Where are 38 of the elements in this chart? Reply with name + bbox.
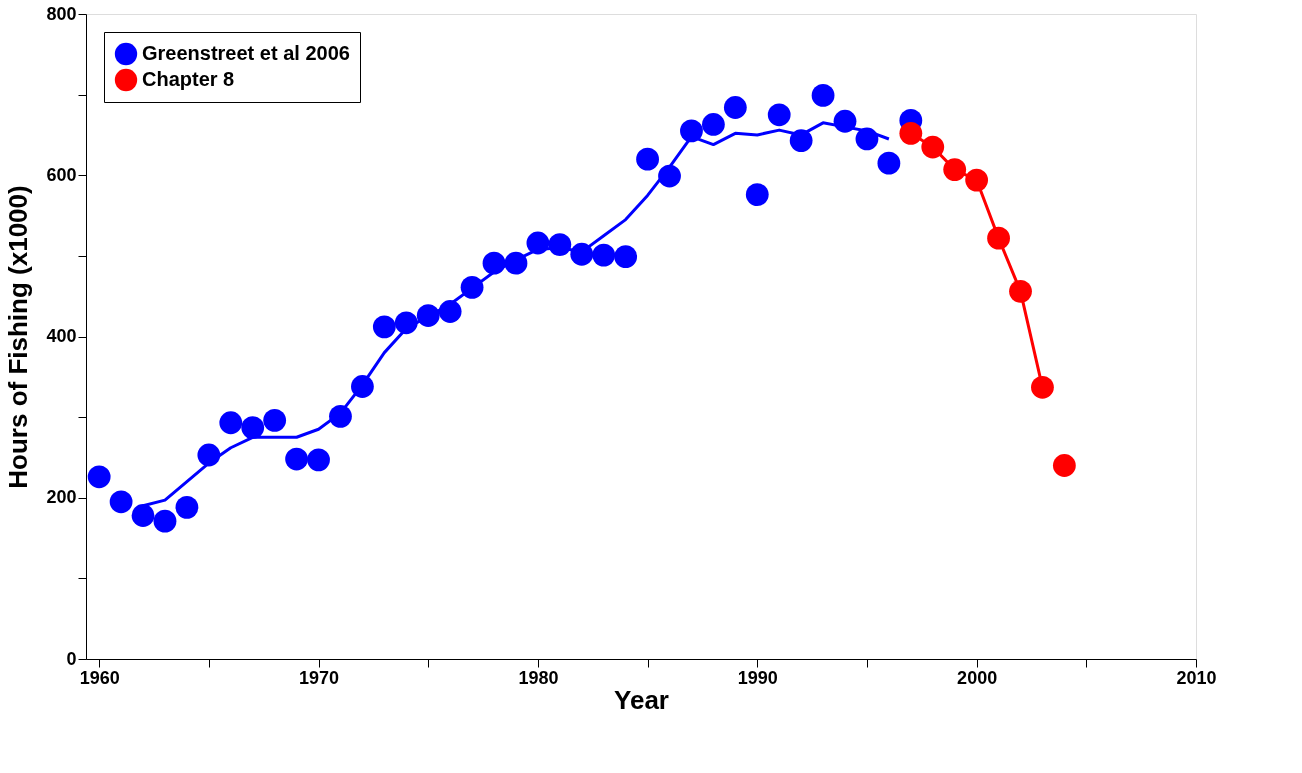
point — [372, 315, 396, 339]
point — [614, 245, 638, 269]
point — [153, 509, 177, 533]
point — [592, 243, 616, 267]
y-axis-title: Hours of Fishing (x1000) — [3, 185, 34, 489]
point — [899, 121, 923, 145]
point — [1031, 375, 1054, 399]
point — [723, 96, 747, 119]
x-tick-label: 2010 — [1176, 667, 1217, 688]
point — [87, 465, 111, 489]
point — [241, 416, 265, 439]
point — [636, 147, 659, 171]
point — [767, 103, 791, 127]
point — [877, 151, 901, 175]
x-tick-label: 1990 — [737, 667, 778, 688]
legend-label: Greenstreet et al 2006 — [142, 42, 350, 64]
point — [109, 490, 133, 514]
point — [219, 411, 243, 435]
point — [285, 447, 308, 471]
point — [175, 496, 199, 519]
legend-label: Chapter 8 — [142, 68, 235, 90]
y-tick-label: 400 — [46, 326, 77, 346]
x-tick-label: 1980 — [518, 667, 559, 688]
x-tick-label: 1970 — [299, 667, 340, 688]
point — [263, 408, 287, 432]
x-tick-label: 1960 — [79, 667, 120, 688]
point — [811, 84, 835, 107]
point — [701, 113, 725, 136]
y-tick-label: 0 — [66, 648, 77, 669]
point — [307, 448, 330, 472]
point — [745, 183, 769, 206]
x-axis-title: Year — [614, 684, 669, 715]
y-tick-label: 200 — [46, 487, 77, 508]
point — [131, 504, 155, 527]
point — [1052, 454, 1076, 477]
x-tick-label: 2000 — [957, 667, 998, 688]
y-tick-label: 800 — [46, 3, 77, 24]
y-tick-label: 600 — [46, 164, 77, 185]
